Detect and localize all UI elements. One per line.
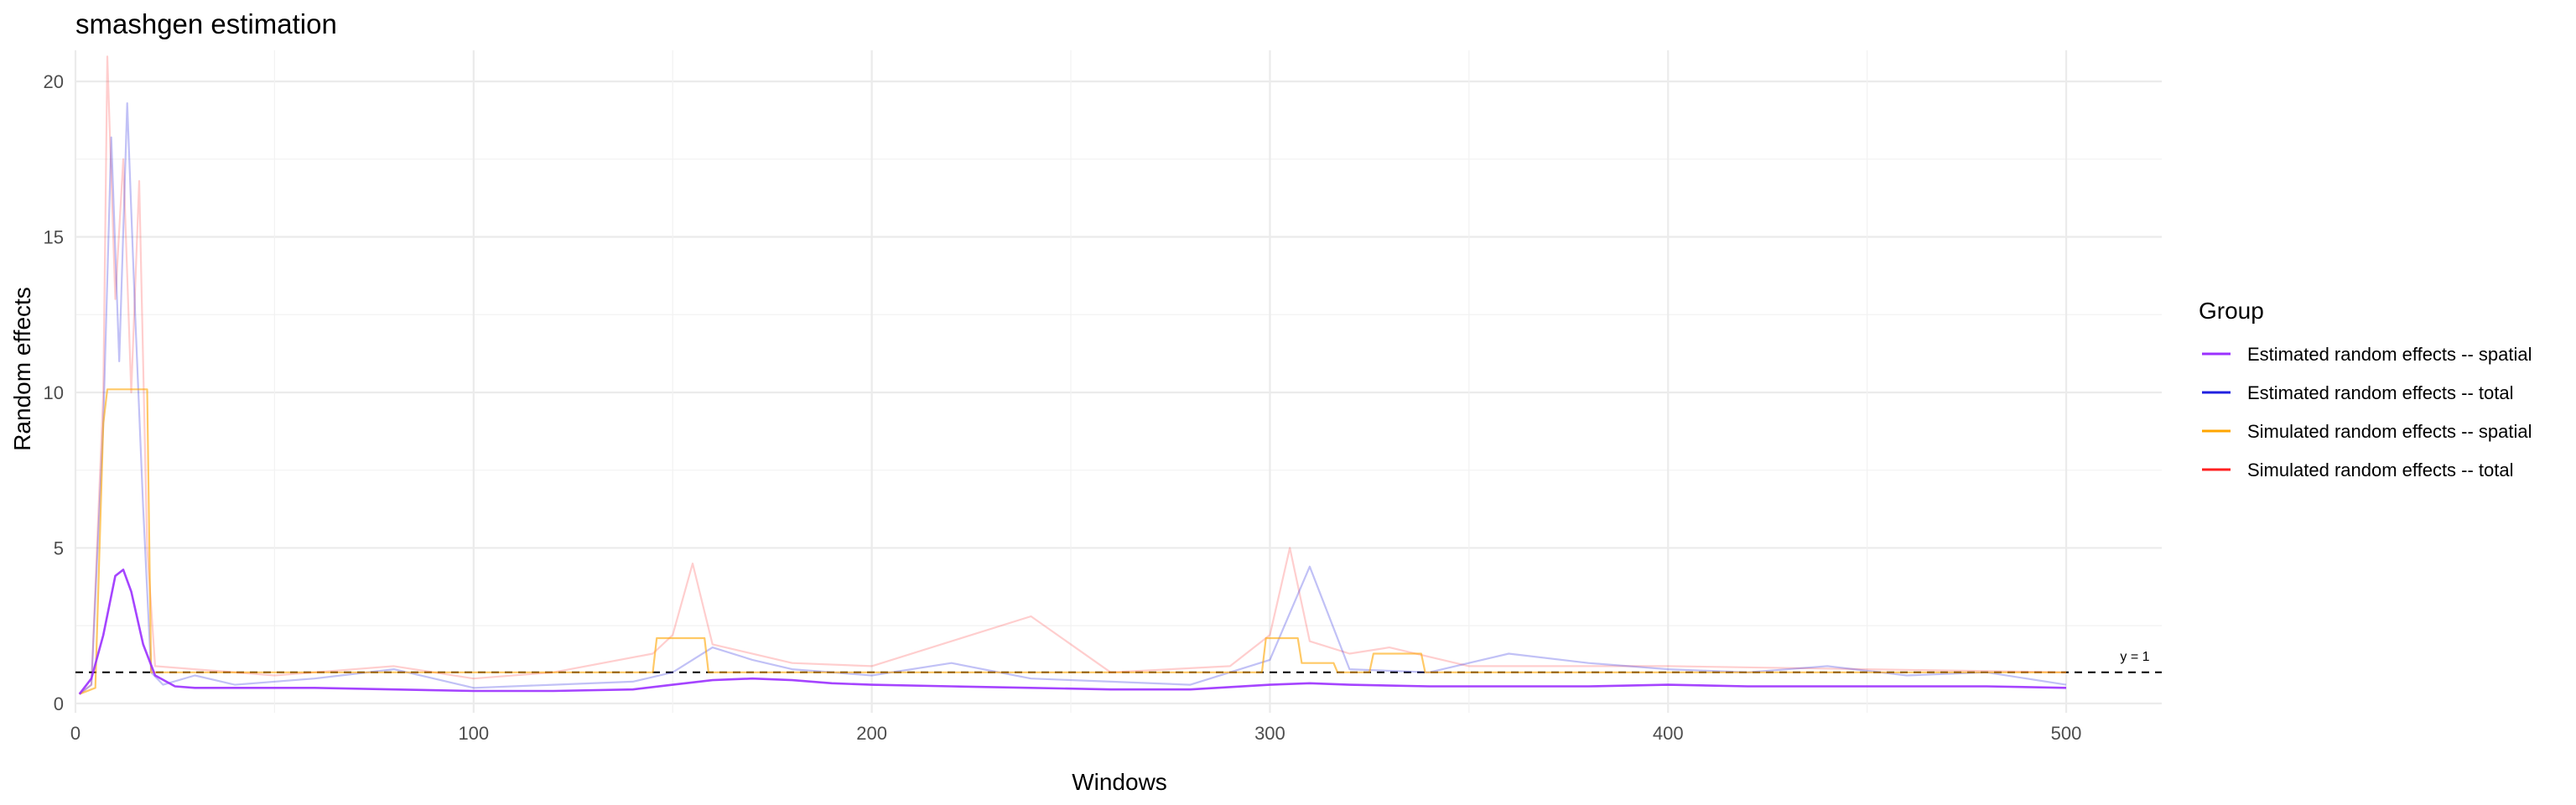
y-tick-label: 10 <box>44 382 64 403</box>
chart-title: smashgen estimation <box>75 8 337 39</box>
estimated-total-line <box>79 101 2067 695</box>
x-tick-label: 400 <box>1653 723 1684 744</box>
y-axis-title: Random effects <box>9 287 35 451</box>
reference-line-group: y = 1 <box>75 650 2162 673</box>
legend: Group Estimated random effects -- spatia… <box>2199 298 2532 480</box>
y-tick-label: 20 <box>44 71 64 92</box>
x-axis-title: Windows <box>1072 769 1167 795</box>
reference-line-label: y = 1 <box>2120 650 2149 664</box>
x-tick-label: 200 <box>856 723 887 744</box>
y-tick-label: 15 <box>44 227 64 248</box>
simulated-total-line <box>79 55 2067 695</box>
x-axis: 0 100 200 300 400 500 <box>70 723 2082 744</box>
x-tick-label: 300 <box>1254 723 1285 744</box>
x-tick-label: 500 <box>2051 723 2082 744</box>
y-tick-label: 0 <box>54 693 64 714</box>
grid <box>74 50 2162 713</box>
x-tick-label: 100 <box>458 723 489 744</box>
legend-label: Estimated random effects -- spatial <box>2247 344 2532 365</box>
simulated-spatial-line <box>79 388 2066 695</box>
legend-label: Simulated random effects -- spatial <box>2247 421 2532 442</box>
y-axis: 0 5 10 15 20 <box>44 71 64 714</box>
legend-label: Simulated random effects -- total <box>2247 460 2514 480</box>
y-tick-label: 5 <box>54 538 64 558</box>
legend-title: Group <box>2199 298 2264 324</box>
x-tick-label: 0 <box>70 723 80 744</box>
legend-label: Estimated random effects -- total <box>2247 382 2514 403</box>
estimated-spatial-line <box>78 569 2067 695</box>
series-group <box>78 55 2067 695</box>
